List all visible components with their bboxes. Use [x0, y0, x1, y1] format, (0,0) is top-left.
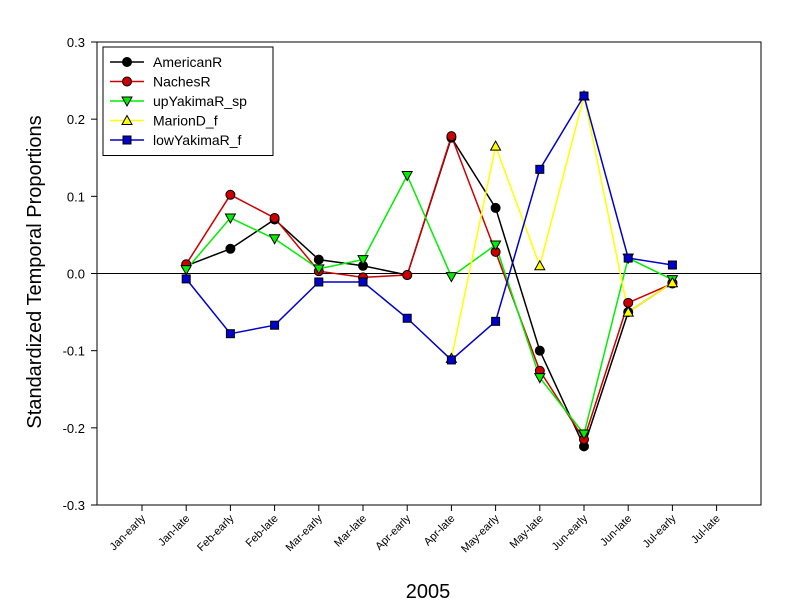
series-line: [185, 94, 673, 361]
x-tick-label: Jun-late: [598, 513, 634, 549]
data-point: [402, 270, 413, 281]
data-point: [225, 243, 236, 254]
data-point: [667, 260, 677, 270]
data-point: [445, 272, 458, 283]
series-line: [450, 95, 673, 359]
data-point: [491, 316, 501, 326]
data-point: [270, 320, 280, 330]
data-point: [401, 170, 414, 182]
x-tick-label: Jun-early: [550, 512, 591, 553]
legend-marker: [122, 76, 132, 87]
data-point: [490, 202, 501, 213]
legend-marker: [121, 114, 133, 125]
y-axis-title: Standardized Temporal Proportions: [24, 115, 46, 428]
x-tick-label: Jan-early: [108, 512, 149, 553]
data-point: [312, 264, 325, 275]
y-tick-label: 0.1: [67, 189, 85, 204]
data-point: [357, 255, 369, 266]
x-tick-label: Jul-early: [641, 512, 679, 550]
data-point: [225, 329, 235, 339]
data-point: [314, 277, 324, 287]
series-NachesR: [185, 133, 673, 442]
data-point: [534, 345, 545, 356]
data-point: [180, 265, 193, 276]
x-axis-title: 2005: [406, 581, 451, 600]
y-tick-label: -0.2: [63, 421, 85, 436]
x-tick-label: Jan-late: [156, 513, 192, 549]
y-axis: -0.3 -0.2 -0.1 0.0 0.1 0.2 0.3: [63, 35, 97, 513]
legend-marker: [122, 57, 132, 67]
data-point: [622, 306, 635, 317]
legend-label: NachesR: [153, 74, 211, 90]
x-tick-label: May-early: [459, 512, 502, 555]
series-line: [185, 133, 673, 442]
data-point: [313, 254, 324, 265]
data-point: [623, 253, 633, 263]
data-point: [489, 140, 502, 151]
x-tick-label: May-late: [508, 513, 546, 551]
series-MarionD_f: [450, 95, 673, 359]
data-point: [533, 373, 546, 384]
series-upYakimaR_sp: [185, 173, 673, 436]
legend-marker: [122, 135, 132, 145]
legend-marker: [121, 96, 133, 108]
data-point: [535, 164, 545, 174]
series-line: [185, 173, 673, 436]
data-point: [181, 274, 191, 284]
data-point: [666, 276, 679, 288]
data-point: [358, 277, 368, 287]
x-tick-label: Apr-late: [422, 513, 458, 549]
data-point: [268, 234, 281, 245]
legend: AmericanR NachesR upYakimaR_sp MarionD_flow…: [102, 46, 274, 156]
data-point: [446, 355, 456, 365]
y-tick-label: 0.2: [67, 112, 85, 127]
series-markers-lowYakimaR_f: [181, 91, 677, 365]
series-layer: [180, 89, 679, 452]
data-point: [489, 240, 502, 251]
x-tick-label: Feb-early: [195, 512, 237, 554]
legend-label: AmericanR: [153, 54, 222, 70]
data-point: [224, 213, 237, 224]
data-point: [402, 313, 412, 323]
data-point: [579, 91, 589, 101]
data-point: [269, 212, 280, 223]
y-tick-label: -0.1: [63, 344, 85, 359]
data-point: [533, 259, 546, 271]
series-lowYakimaR_f: [185, 94, 673, 361]
y-tick-label: 0.3: [67, 35, 85, 50]
data-point: [578, 429, 590, 441]
x-tick-label: Feb-late: [244, 513, 281, 550]
data-point: [446, 131, 457, 142]
x-tick-label: Apr-early: [373, 512, 413, 552]
legend-label: upYakimaR_sp: [153, 93, 247, 109]
data-point: [623, 297, 634, 308]
x-tick-label: Mar-late: [332, 513, 369, 550]
x-tick-label: Jul-late: [689, 513, 723, 547]
data-point: [225, 189, 236, 200]
y-tick-label: 0.0: [67, 267, 85, 282]
x-tick-label: Mar-early: [284, 512, 326, 554]
x-axis: Jan-early Jan-late Feb-early Feb-late Mar-ea…: [108, 505, 723, 555]
y-tick-label: -0.3: [63, 498, 85, 513]
legend-label: lowYakimaR_f: [153, 132, 242, 148]
legend-label: MarionD_f: [153, 113, 218, 129]
